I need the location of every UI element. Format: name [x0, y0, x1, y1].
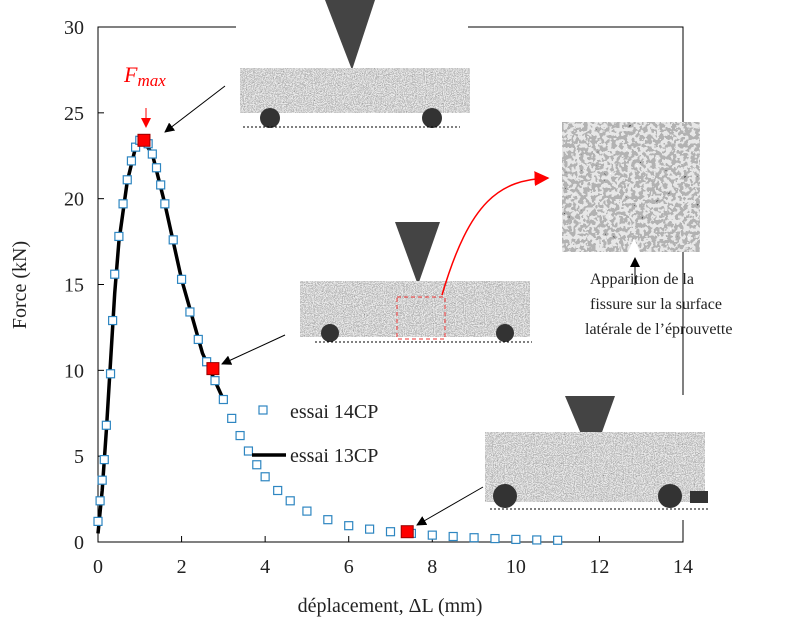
specimen-image-1	[236, 0, 470, 135]
highlight-point	[137, 133, 151, 147]
marker	[285, 496, 295, 506]
marker	[97, 475, 107, 485]
marker	[252, 460, 262, 470]
y-tick-label: 5	[74, 446, 84, 468]
marker	[99, 455, 109, 465]
x-tick-label: 6	[344, 556, 354, 578]
legend-label: essai 14CP	[290, 401, 378, 423]
marker	[122, 175, 132, 185]
fmax-sub: max	[137, 71, 166, 90]
marker	[323, 515, 333, 525]
arrows	[141, 85, 484, 526]
marker	[108, 315, 118, 326]
marker	[553, 535, 563, 545]
marker	[532, 535, 542, 545]
marker	[156, 180, 166, 190]
y-tick-label: 10	[64, 360, 84, 382]
marker	[151, 163, 162, 173]
marker	[110, 269, 120, 279]
y-tick-label: 0	[74, 532, 84, 554]
marker	[176, 274, 187, 284]
marker	[114, 231, 124, 242]
marker	[227, 413, 237, 423]
x-tick-label: 0	[93, 556, 103, 578]
marker	[218, 394, 228, 405]
legend-label: essai 13CP	[290, 445, 378, 467]
marker	[273, 485, 283, 496]
marker	[95, 496, 105, 506]
series-line	[96, 135, 225, 534]
y-tick-label: 25	[64, 103, 84, 125]
marker	[193, 334, 203, 345]
note-line: Apparition de la	[590, 271, 694, 288]
marker	[243, 446, 254, 456]
highlight-point	[400, 525, 414, 539]
marker	[185, 307, 195, 317]
x-tick-label: 8	[427, 556, 437, 578]
y-tick-label: 20	[64, 189, 84, 211]
marker	[235, 430, 245, 441]
marker	[469, 533, 479, 543]
marker	[302, 506, 312, 516]
marker	[101, 420, 111, 430]
marker	[365, 524, 375, 534]
marker	[448, 531, 458, 542]
specimen-image-3	[478, 395, 710, 520]
specimen-image-2	[290, 220, 532, 345]
fmax-label: Fmax	[123, 62, 166, 90]
crack-note: Apparition de la fissure sur la surface la…	[585, 271, 732, 338]
marker	[126, 156, 137, 166]
marker	[260, 472, 270, 482]
y-axis-title: Force (kN)	[9, 241, 31, 329]
note-line: fissure sur la surface	[590, 296, 722, 313]
marker	[427, 530, 437, 540]
plot-area: 0 2 4 6 8 10 12 14 0 5 10 15 20 25 30 essai 14CP essai 1…	[64, 17, 693, 578]
marker	[168, 235, 178, 245]
marker	[490, 533, 500, 544]
marker	[511, 534, 521, 545]
marker	[385, 527, 396, 537]
marker	[210, 376, 220, 386]
x-tick-label: 12	[589, 556, 609, 578]
note-line: latérale de l’éprouvette	[585, 321, 732, 338]
marker	[93, 516, 103, 527]
fmax-base: F	[123, 62, 138, 87]
x-tick-label: 10	[506, 556, 526, 578]
y-tick-label: 15	[64, 275, 84, 297]
marker	[105, 369, 116, 379]
x-tick-label: 2	[177, 556, 187, 578]
zoom-image	[441, 122, 700, 296]
highlight-point	[206, 362, 220, 376]
x-tick-label: 4	[260, 556, 270, 578]
marker	[344, 521, 354, 531]
y-tick-label: 30	[64, 17, 84, 39]
x-axis-title: déplacement, ΔL (mm)	[298, 595, 483, 617]
legend-marker	[258, 405, 268, 415]
marker	[147, 149, 157, 159]
marker	[118, 199, 128, 209]
marker	[160, 199, 170, 209]
x-tick-label: 14	[673, 556, 693, 578]
